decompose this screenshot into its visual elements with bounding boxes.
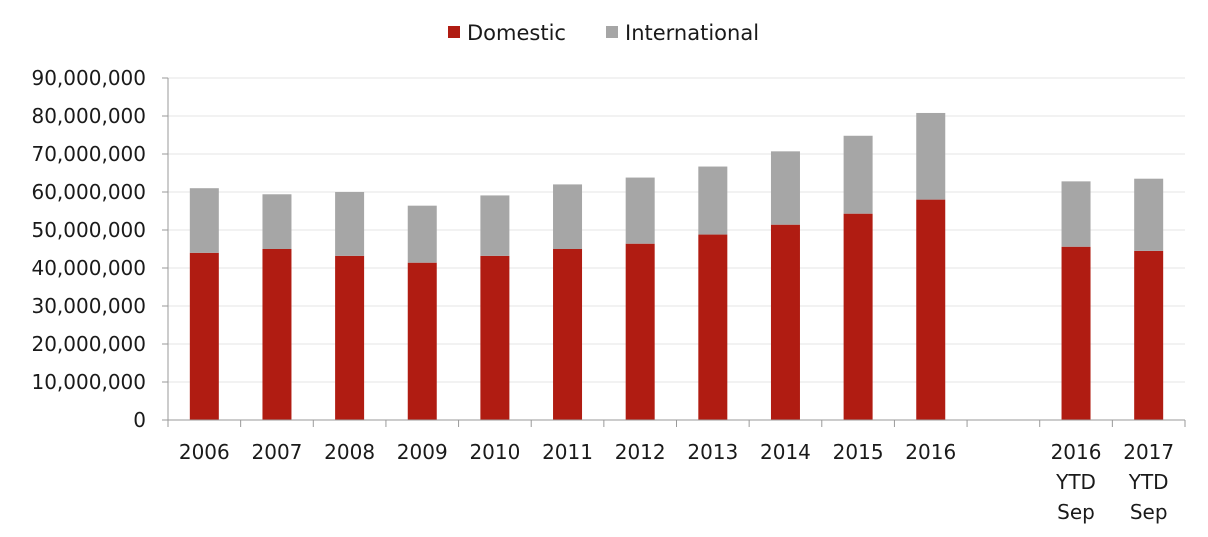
x-tick-label: 2011: [542, 440, 593, 464]
bar-domestic-2009: [407, 262, 437, 420]
x-tick-label: YTD: [1055, 470, 1096, 494]
x-tick-label: 2007: [252, 440, 303, 464]
y-tick-label: 40,000,000: [31, 256, 146, 280]
x-tick-label: 2013: [687, 440, 738, 464]
x-tick-label: 2009: [397, 440, 448, 464]
bar-domestic-2015: [843, 213, 873, 420]
y-tick-labels: 0 10,000,000 20,000,000 30,000,000 40,000,00…: [31, 66, 146, 432]
bars: [189, 112, 1164, 420]
x-tick-label: 2006: [179, 440, 230, 464]
bar-international-2006: [189, 188, 219, 253]
bar-international-2016: [916, 112, 946, 200]
y-tick-label: 70,000,000: [31, 142, 146, 166]
y-tick-label: 10,000,000: [31, 370, 146, 394]
y-tick-label: 90,000,000: [31, 66, 146, 90]
bar-domestic-2007: [262, 249, 292, 420]
bar-international-2013: [698, 166, 728, 235]
bar-international-2009: [407, 205, 437, 263]
bar-domestic-2006: [189, 252, 219, 420]
x-tick-label: 2008: [324, 440, 375, 464]
x-tick-label: 2017: [1123, 440, 1174, 464]
legend-label-domestic: Domestic: [467, 21, 566, 45]
bar-domestic-2016: [916, 199, 946, 420]
bar-domestic-2011: [553, 249, 583, 420]
bar-domestic-2016-ytd-sep: [1061, 246, 1091, 420]
y-tick-label: 60,000,000: [31, 180, 146, 204]
bar-domestic-2013: [698, 234, 728, 420]
x-tick-label: 2010: [469, 440, 520, 464]
legend-swatch-international: [606, 26, 618, 38]
axes: [162, 77, 1186, 427]
bar-domestic-2010: [480, 255, 510, 420]
y-tick-label: 80,000,000: [31, 104, 146, 128]
x-tick-label: 2016: [1051, 440, 1102, 464]
bar-international-2011: [553, 184, 583, 249]
y-tick-label: 30,000,000: [31, 294, 146, 318]
bar-international-2016-ytd-sep: [1061, 181, 1091, 247]
bar-international-2014: [770, 151, 800, 225]
bar-international-2008: [335, 192, 365, 256]
y-tick-label: 0: [133, 408, 146, 432]
bar-international-2007: [262, 194, 292, 249]
x-tick-label: Sep: [1130, 500, 1168, 524]
bar-international-2012: [625, 177, 655, 244]
y-tick-label: 50,000,000: [31, 218, 146, 242]
bar-domestic-2017-ytd-sep: [1134, 250, 1164, 420]
legend-swatch-domestic: [448, 26, 460, 38]
x-tick-label: 2015: [833, 440, 884, 464]
bar-domestic-2008: [335, 255, 365, 420]
gridlines: [168, 77, 1185, 383]
bar-international-2010: [480, 195, 510, 256]
x-tick-labels: 2006 2007 2008 2009 2010 2011 2012 2013 2014 2015…: [179, 440, 1174, 524]
legend-label-international: International: [625, 21, 759, 45]
bar-domestic-2012: [625, 243, 655, 420]
x-tick-label: YTD: [1128, 470, 1169, 494]
x-tick-label: 2012: [615, 440, 666, 464]
bar-international-2017-ytd-sep: [1134, 178, 1164, 251]
x-tick-label: 2014: [760, 440, 811, 464]
x-tick-label: Sep: [1057, 500, 1095, 524]
legend: Domestic International: [448, 21, 759, 45]
bar-international-2015: [843, 135, 873, 214]
y-tick-label: 20,000,000: [31, 332, 146, 356]
x-tick-label: 2016: [905, 440, 956, 464]
bar-domestic-2014: [770, 224, 800, 420]
